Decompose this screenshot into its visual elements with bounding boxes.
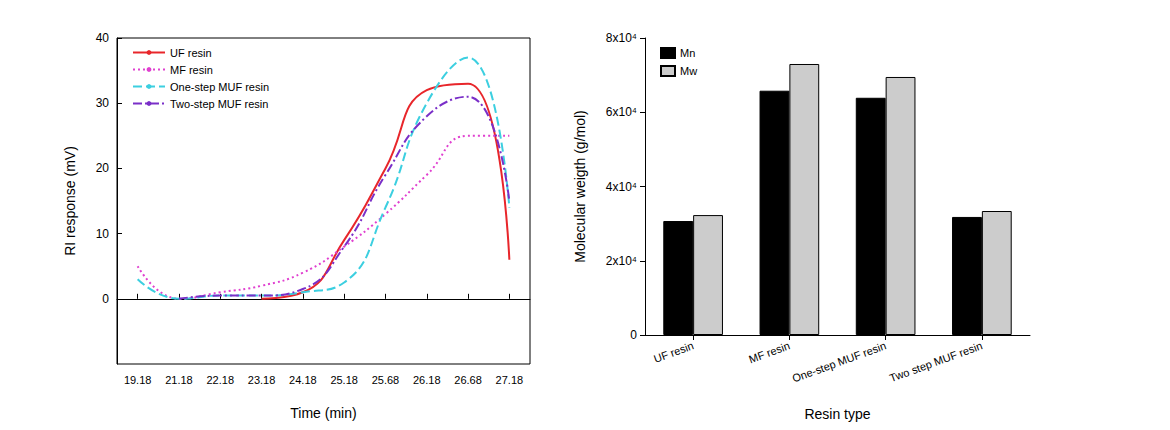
- svg-text:25.68: 25.68: [372, 374, 400, 386]
- svg-text:MF resin: MF resin: [747, 339, 791, 365]
- svg-text:Mw: Mw: [680, 65, 697, 77]
- svg-text:21.18: 21.18: [165, 374, 193, 386]
- svg-text:Two step MUF resin: Two step MUF resin: [888, 339, 984, 384]
- svg-text:27.18: 27.18: [496, 374, 524, 386]
- svg-text:One-step MUF resin: One-step MUF resin: [170, 81, 269, 93]
- svg-text:10: 10: [96, 227, 110, 241]
- svg-text:Resin type: Resin type: [804, 406, 870, 422]
- svg-text:UF resin: UF resin: [170, 47, 212, 59]
- svg-text:23.18: 23.18: [248, 374, 276, 386]
- svg-text:22.18: 22.18: [206, 374, 234, 386]
- svg-text:Mn: Mn: [680, 47, 695, 59]
- svg-text:26.18: 26.18: [413, 374, 441, 386]
- svg-text:UF resin: UF resin: [652, 339, 695, 364]
- svg-text:Two-step MUF resin: Two-step MUF resin: [170, 98, 268, 110]
- svg-text:25.18: 25.18: [330, 374, 358, 386]
- svg-text:0: 0: [630, 328, 637, 342]
- svg-text:8x10⁴: 8x10⁴: [606, 31, 637, 45]
- svg-text:24.18: 24.18: [289, 374, 317, 386]
- svg-text:2x10⁴: 2x10⁴: [606, 254, 637, 268]
- svg-text:One-step MUF resin: One-step MUF resin: [791, 339, 888, 384]
- svg-text:Molecular weigth (g/mol): Molecular weigth (g/mol): [572, 110, 588, 263]
- svg-text:Time (min): Time (min): [290, 405, 356, 421]
- svg-text:40: 40: [96, 31, 110, 45]
- svg-text:0: 0: [102, 292, 109, 306]
- svg-text:6x10⁴: 6x10⁴: [606, 105, 637, 119]
- svg-text:20: 20: [96, 161, 110, 175]
- svg-text:19.18: 19.18: [124, 374, 152, 386]
- svg-text:26.68: 26.68: [454, 374, 482, 386]
- svg-text:4x10⁴: 4x10⁴: [606, 180, 637, 194]
- svg-text:30: 30: [96, 96, 110, 110]
- svg-text:RI response (mV): RI response (mV): [62, 146, 78, 256]
- svg-text:MF resin: MF resin: [170, 64, 213, 76]
